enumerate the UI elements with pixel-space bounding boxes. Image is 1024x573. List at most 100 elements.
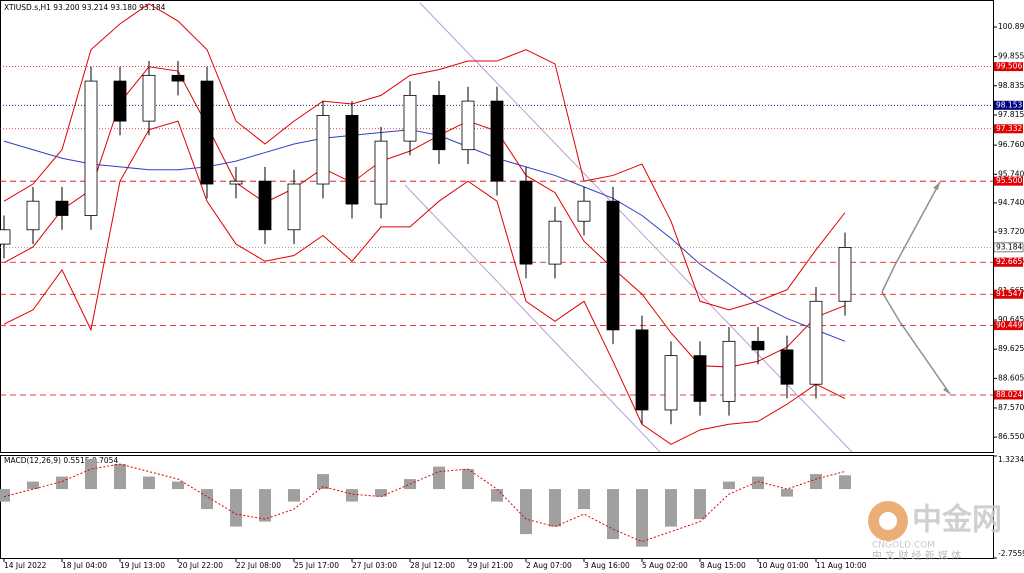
indicator-line — [3, 129, 846, 342]
macd-bar — [578, 489, 590, 510]
watermark: 中金网 CNGOLD.COM 中 文 财 经 新 媒 体 — [868, 501, 1002, 562]
indicator-line — [3, 120, 846, 445]
candle-body — [809, 300, 823, 385]
candle-body — [490, 100, 504, 182]
candle-body — [722, 340, 736, 402]
macd-bar — [143, 476, 155, 490]
macd-bar — [694, 489, 706, 520]
tagline: 中 文 财 经 新 媒 体 — [872, 549, 961, 562]
brand: 中金网 — [912, 503, 1002, 538]
site: CNGOLD.COM — [872, 541, 935, 551]
candle-body — [838, 247, 852, 302]
y-tick-label: 88.605 — [998, 373, 1024, 382]
candle-body — [26, 200, 40, 231]
candle-body — [461, 100, 475, 151]
macd-bar — [433, 466, 445, 490]
candle-body — [0, 229, 11, 245]
x-tick-label: 27 Jul 03:00 — [352, 561, 397, 570]
x-tick-label: 20 Jul 22:00 — [178, 561, 223, 570]
level-label-box — [994, 390, 1023, 400]
candle-body — [113, 80, 127, 122]
level-label: 95.500 — [996, 176, 1022, 185]
macd-bar — [172, 481, 184, 490]
macd-bar — [259, 489, 271, 522]
candle-body — [693, 355, 707, 402]
macd-bar — [201, 489, 213, 510]
chart-title: XTIUSD.s,H1 93.200 93.214 93.180 93.184 — [4, 3, 166, 12]
level-label: 98.153 — [996, 100, 1022, 109]
level-label: 99.506 — [996, 62, 1022, 71]
y-tick-label: 98.835 — [998, 81, 1024, 90]
macd-bar — [346, 489, 358, 502]
forecast-arrow — [881, 291, 951, 395]
level-label-box — [994, 100, 1023, 110]
y-tick-label: -2.7559 — [998, 549, 1024, 558]
level-label: 93.184 — [996, 242, 1022, 251]
level-label: 91.547 — [996, 289, 1022, 298]
x-tick-label: 3 Aug 16:00 — [584, 561, 630, 570]
macd-bar — [665, 489, 677, 527]
candle-body — [519, 180, 533, 265]
level-label: 97.332 — [996, 124, 1022, 133]
macd-bar — [723, 481, 735, 490]
macd-bar — [230, 489, 242, 527]
x-tick-label: 25 Jul 17:00 — [294, 561, 339, 570]
macd-bar — [520, 489, 532, 535]
x-tick-label: 2 Aug 07:00 — [526, 561, 572, 570]
x-tick-label: 8 Aug 15:00 — [700, 561, 746, 570]
level-label-box — [994, 321, 1023, 331]
candle-body — [664, 355, 678, 411]
y-tick-label: 95.740 — [998, 169, 1024, 178]
level-label-box — [994, 62, 1023, 72]
x-tick-label: 19 Jul 13:00 — [120, 561, 165, 570]
price-frame — [0, 0, 994, 453]
candle-body — [171, 74, 185, 82]
channel-line — [419, 2, 853, 453]
macd-bar — [810, 474, 822, 490]
level-label-box — [994, 257, 1023, 267]
level-label-box — [993, 242, 1024, 253]
candle-body — [780, 349, 794, 385]
macd-bar — [491, 489, 503, 502]
macd-bar — [462, 469, 474, 490]
level-label-box — [994, 176, 1023, 186]
x-tick-label: 14 Jul 2022 — [4, 561, 47, 570]
macd-bar — [27, 481, 39, 490]
macd-bar — [549, 489, 561, 527]
candle-body — [229, 180, 243, 185]
candle-body — [258, 180, 272, 231]
macd-title: MACD(12,26,9) 0.5515 0.7054 — [4, 456, 118, 465]
y-tick-label: 87.570 — [998, 403, 1024, 412]
y-tick-label: 93.720 — [998, 227, 1024, 236]
y-tick-label: 99.855 — [998, 52, 1024, 61]
candle-body — [84, 80, 98, 216]
x-tick-label: 18 Jul 04:00 — [62, 561, 107, 570]
signal-line — [3, 463, 846, 543]
x-tick-label: 10 Aug 01:00 — [758, 561, 809, 570]
x-tick-label: 29 Jul 21:00 — [468, 561, 513, 570]
y-tick-label: 100.890 — [998, 22, 1024, 31]
candle-body — [577, 200, 591, 222]
macd-bar — [752, 476, 764, 490]
logo-inner — [879, 512, 897, 530]
macd-frame — [0, 455, 994, 559]
candle-body — [55, 200, 69, 216]
candle-body — [751, 340, 765, 351]
level-label: 92.665 — [996, 257, 1022, 266]
y-tick-label: 86.550 — [998, 432, 1024, 441]
candle-body — [316, 114, 330, 185]
macd-bar — [607, 489, 619, 540]
y-tick-label: 94.740 — [998, 198, 1024, 207]
candle-body — [345, 114, 359, 205]
candle-body — [403, 94, 417, 142]
y-tick-label: 89.625 — [998, 344, 1024, 353]
candle-body — [432, 94, 446, 151]
arrow-head — [933, 182, 940, 190]
candle-body — [548, 220, 562, 265]
macd-bar — [781, 489, 793, 497]
channel-line — [404, 184, 661, 453]
arrow-head — [943, 387, 950, 394]
x-tick-label: 22 Jul 08:00 — [236, 561, 281, 570]
drawing-tools — [404, 2, 951, 453]
